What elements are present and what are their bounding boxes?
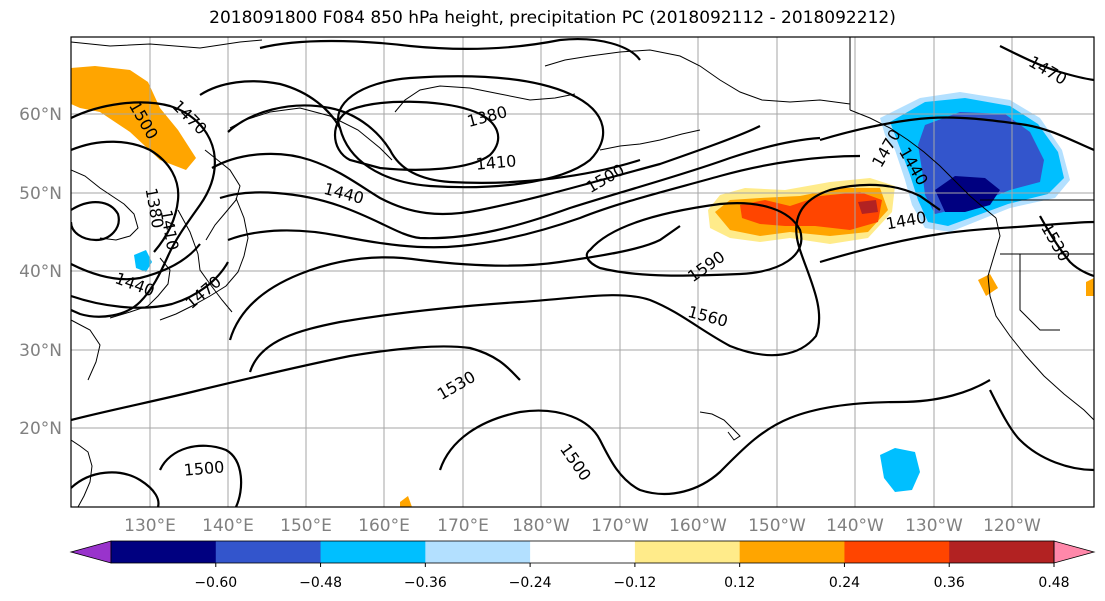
- lon-tick-label: 160°W: [669, 516, 727, 536]
- colorbar-segment: [111, 541, 217, 563]
- colorbar-segment: [949, 541, 1055, 563]
- colorbar-tick-label: 0.36: [934, 575, 965, 591]
- colorbar-segment: [425, 541, 531, 563]
- lat-tick-label: 30°N: [19, 341, 62, 361]
- lon-axis-labels: 130°E 140°E 150°E 160°E 170°E 180°W 170°W 160°W…: [124, 516, 1041, 536]
- colorbar-segment: [739, 541, 845, 563]
- colorbar-tick-label: 0.48: [1038, 575, 1069, 591]
- colorbar: [69, 540, 1096, 564]
- lon-tick-label: 180°W: [512, 516, 570, 536]
- lon-tick-label: 160°E: [358, 516, 410, 536]
- colorbar-tick-label: −0.24: [509, 575, 552, 591]
- colorbar-extend-low: [69, 540, 112, 564]
- colorbar-segment: [530, 541, 636, 563]
- colorbar-tick-label: 0.24: [829, 575, 860, 591]
- colorbar-extend-high: [1053, 540, 1096, 564]
- colorbar-tick-label: −0.36: [404, 575, 447, 591]
- lon-tick-label: 130°E: [124, 516, 176, 536]
- colorbar-segment: [634, 541, 741, 563]
- colorbar-segment: [844, 541, 950, 563]
- precip-spot-east-edge: [1086, 278, 1094, 296]
- contour-label: 1500: [183, 457, 225, 479]
- colorbar-tick-label: −0.12: [613, 575, 656, 591]
- lon-tick-label: 150°W: [748, 516, 806, 536]
- map-frame: [70, 36, 1095, 508]
- precip-spot-japan: [134, 250, 152, 272]
- colorbar-tick-label: 0.12: [724, 575, 755, 591]
- lon-tick-label: 120°W: [983, 516, 1041, 536]
- lat-tick-label: 50°N: [19, 184, 62, 204]
- precip-spot-south-pacific: [880, 448, 920, 492]
- colorbar-tick-label: −0.60: [194, 575, 237, 591]
- colorbar-tick-label: −0.48: [299, 575, 342, 591]
- precip-region-central-pacific-peak: [858, 200, 878, 214]
- lat-tick-label: 40°N: [19, 262, 62, 282]
- lon-tick-label: 170°E: [437, 516, 489, 536]
- lon-tick-label: 140°W: [826, 516, 884, 536]
- lon-tick-label: 130°W: [905, 516, 963, 536]
- lat-tick-label: 60°N: [19, 105, 62, 125]
- precip-spot-tropics: [400, 496, 412, 507]
- precip-region-central-pacific-max: [740, 192, 882, 230]
- colorbar-tick-labels: −0.60 −0.48 −0.36 −0.24 −0.12 0.12 0.24 0.36 0.4…: [194, 563, 1070, 591]
- precip-shading: [71, 66, 1094, 507]
- height-contours: [71, 38, 1094, 507]
- precip-spot-california: [978, 274, 998, 296]
- political-borders: [849, 37, 1094, 331]
- contour-label: 1410: [475, 151, 517, 173]
- lon-tick-label: 150°E: [280, 516, 332, 536]
- lat-tick-label: 20°N: [19, 419, 62, 439]
- coastlines: [71, 39, 1094, 507]
- lon-tick-label: 170°W: [591, 516, 649, 536]
- colorbar-segment: [215, 541, 322, 563]
- precip-region-northwest: [71, 66, 196, 170]
- map-title: 2018091800 F084 850 hPa height, precipit…: [209, 8, 896, 28]
- lat-axis-labels: 60°N 50°N 40°N 30°N 20°N: [19, 105, 62, 439]
- colorbar-segment: [320, 541, 426, 563]
- map-panel: 1470150013801410144015001590156015301500…: [71, 37, 1094, 507]
- lon-tick-label: 140°E: [202, 516, 254, 536]
